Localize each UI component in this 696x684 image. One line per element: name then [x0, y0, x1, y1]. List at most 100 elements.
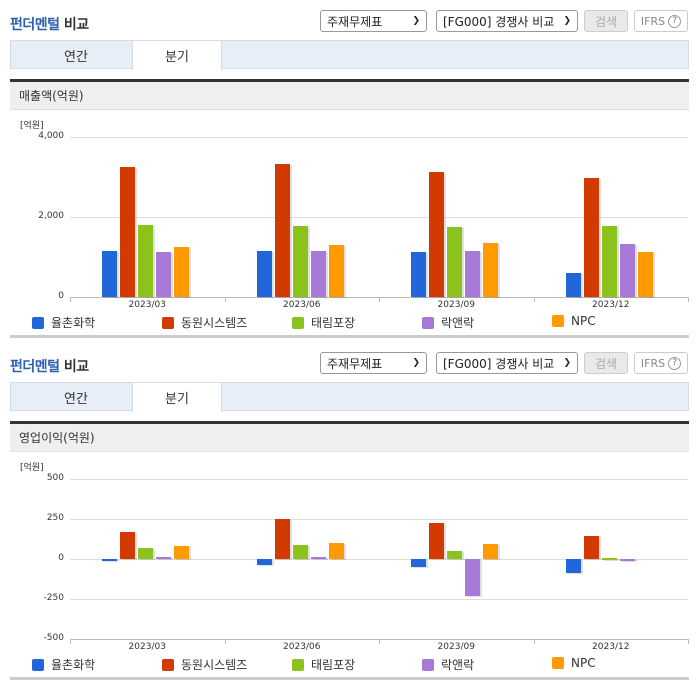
- bar-3: [156, 252, 172, 297]
- legend-label: 율촌화학: [51, 658, 96, 672]
- tab-annual[interactable]: 연간: [64, 49, 88, 65]
- legend-item[interactable]: 동원시스템즈: [162, 314, 247, 331]
- compare-select[interactable]: [FG000] 경쟁사 비교 ❯: [436, 352, 578, 374]
- bar-3: [619, 243, 635, 297]
- legend-swatch-icon: [32, 316, 44, 329]
- bar-1: [429, 522, 445, 559]
- legend-label: NPC: [571, 314, 596, 328]
- bar-1: [583, 177, 599, 297]
- unit-label: [억원]: [20, 463, 44, 473]
- bar-2: [447, 227, 463, 297]
- metric-header: 매출액(억원): [10, 79, 689, 110]
- legend-label: 락앤락: [441, 316, 475, 330]
- x-tick: [379, 297, 380, 302]
- legend-swatch-icon: [292, 658, 304, 671]
- section-title: 펀더멘털 비교: [10, 17, 89, 33]
- bar-0: [256, 559, 272, 566]
- statement-select[interactable]: 주재무제표 ❯: [320, 352, 427, 374]
- legend-item[interactable]: 동원시스템즈: [162, 656, 247, 673]
- bar-0: [411, 559, 427, 567]
- bar-2: [447, 550, 463, 559]
- bar-4: [328, 543, 344, 559]
- section-title: 펀더멘털 비교: [10, 359, 89, 375]
- y-tick-label: 250: [46, 513, 64, 523]
- legend-label: 락앤락: [441, 658, 475, 672]
- legend-swatch-icon: [162, 658, 174, 671]
- bar-1: [120, 531, 136, 559]
- legend-item[interactable]: 태림포장: [292, 656, 355, 673]
- x-tick: [533, 639, 535, 644]
- gridline: [70, 217, 688, 218]
- legend-swatch-icon: [292, 316, 304, 329]
- bar-3: [310, 556, 326, 559]
- tab-quarterly[interactable]: 분기: [132, 383, 222, 412]
- bar-3: [619, 559, 635, 562]
- bar-1: [274, 519, 290, 559]
- legend-item[interactable]: NPC: [552, 314, 596, 328]
- legend-swatch-icon: [422, 658, 434, 671]
- fundamental-section-operating-profit: 펀더멘털 비교 주재무제표 ❯ [FG000] 경쟁사 비교 ❯ 검색 IFRS? …: [0, 342, 696, 684]
- y-tick-label: 4,000: [38, 131, 64, 141]
- legend-swatch-icon: [162, 316, 174, 329]
- bar-4: [174, 545, 190, 559]
- legend-label: 동원시스템즈: [181, 316, 248, 330]
- tab-annual[interactable]: 연간: [64, 391, 88, 407]
- bar-4: [483, 243, 499, 297]
- bar-2: [138, 548, 154, 559]
- y-tick-label: 0: [58, 291, 64, 301]
- legend-item[interactable]: NPC: [552, 656, 596, 670]
- x-tick-label: 2023/09: [437, 300, 475, 310]
- chevron-down-icon: ❯: [563, 16, 571, 26]
- gridline: [70, 137, 688, 138]
- legend-item[interactable]: 락앤락: [422, 656, 474, 673]
- bar-3: [465, 559, 481, 597]
- gridline: [70, 479, 688, 480]
- x-tick-label: 2023/06: [283, 300, 321, 310]
- bar-0: [102, 251, 118, 297]
- bar-3: [156, 557, 172, 560]
- legend-label: 태림포장: [311, 658, 356, 672]
- bar-3: [465, 251, 481, 297]
- period-tabs: 연간 분기: [10, 382, 689, 412]
- x-tick: [224, 639, 226, 644]
- gridline: [70, 519, 688, 520]
- help-icon: ?: [668, 356, 682, 370]
- statement-select[interactable]: 주재무제표 ❯: [320, 10, 427, 32]
- operating-profit-chart: [억원] 500 250 0 -250 -500 2023/03 2023/06 2023/0…: [10, 452, 689, 680]
- ifrs-button[interactable]: IFRS?: [634, 10, 688, 32]
- x-tick-label: 2023/03: [128, 300, 166, 310]
- y-tick-label: -500: [43, 633, 64, 643]
- legend-item[interactable]: 율촌화학: [32, 656, 95, 673]
- x-tick-label: 2023/09: [437, 642, 475, 652]
- chevron-down-icon: ❯: [412, 16, 420, 26]
- unit-label: [억원]: [20, 121, 44, 131]
- ifrs-button[interactable]: IFRS?: [634, 352, 688, 374]
- period-tabs: 연간 분기: [10, 40, 689, 70]
- legend-label: NPC: [571, 656, 596, 670]
- x-tick: [688, 297, 689, 302]
- legend-item[interactable]: 태림포장: [292, 314, 355, 331]
- x-tick: [379, 639, 380, 644]
- x-tick-label: 2023/12: [592, 300, 630, 310]
- tab-quarterly[interactable]: 분기: [132, 41, 222, 70]
- legend-label: 태림포장: [311, 316, 356, 330]
- gridline: [70, 599, 688, 600]
- compare-select[interactable]: [FG000] 경쟁사 비교 ❯: [436, 10, 578, 32]
- bar-2: [292, 226, 308, 297]
- fundamental-section-revenue: 펀더멘털 비교 주재무제표 ❯ [FG000] 경쟁사 비교 ❯ 검색 IFRS? …: [10, 10, 689, 338]
- y-tick-label: 0: [58, 553, 64, 563]
- search-button[interactable]: 검색: [584, 10, 628, 32]
- legend-label: 율촌화학: [51, 316, 96, 330]
- legend-label: 동원시스템즈: [181, 658, 248, 672]
- help-icon: ?: [668, 14, 682, 28]
- bar-1: [583, 536, 599, 559]
- bar-1: [274, 164, 290, 297]
- bar-2: [138, 225, 154, 297]
- x-tick: [688, 639, 689, 644]
- bar-0: [565, 272, 581, 297]
- search-button[interactable]: 검색: [584, 352, 628, 374]
- bar-2: [601, 225, 617, 297]
- y-tick-label: -250: [43, 593, 64, 603]
- legend-item[interactable]: 율촌화학: [32, 314, 95, 331]
- legend-item[interactable]: 락앤락: [422, 314, 474, 331]
